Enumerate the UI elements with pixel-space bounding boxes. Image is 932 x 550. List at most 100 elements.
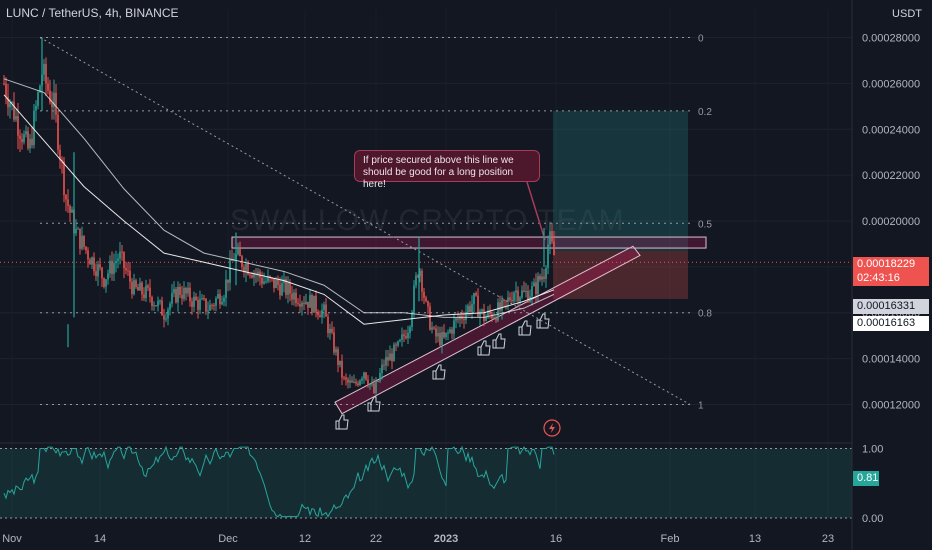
candle-body (105, 279, 107, 287)
candle-body (239, 249, 241, 257)
candle-body (303, 302, 305, 304)
candle-body (347, 379, 349, 383)
candle-body (453, 320, 455, 334)
loss-zone (553, 250, 688, 299)
thumbs-up-icon (432, 364, 446, 380)
candle-body (175, 288, 177, 303)
candle-body (181, 294, 183, 299)
x-tick-label: Nov (2, 533, 22, 545)
y-tick-label: 0.00020000 (862, 216, 920, 228)
last-price-label: 0.00018229 (853, 257, 929, 272)
profit-zone (553, 110, 688, 251)
candle-body (277, 279, 279, 285)
thumbs-up-icon (367, 396, 381, 412)
fib-label: 0.2 (698, 107, 712, 118)
thumbs-up-icon (536, 313, 550, 329)
candle-body (447, 332, 449, 334)
candle-body (297, 303, 299, 305)
candle-body (377, 381, 379, 383)
candle-body (221, 301, 223, 305)
time-axis[interactable]: Nov 14 Dec 12 22 2023 16 Feb 13 23 (2, 533, 834, 545)
candle-body (201, 298, 203, 300)
candle-body (333, 332, 335, 353)
candle-body (321, 310, 323, 318)
candle-body (83, 235, 85, 247)
candle-body (257, 271, 259, 275)
candle-body (387, 357, 389, 361)
candle-body (173, 288, 175, 294)
candle-body (371, 383, 373, 385)
candle-body (429, 306, 431, 330)
candle-body (273, 277, 275, 288)
candle-body (427, 301, 429, 307)
candle-body (399, 339, 401, 342)
y-tick-label: 0.00028000 (862, 33, 920, 45)
candle-body (325, 304, 327, 317)
annotation-callout[interactable]: If price secured above this line we shou… (354, 150, 540, 190)
candle-body (153, 305, 155, 307)
candle-body (109, 260, 111, 274)
candle-body (113, 263, 115, 274)
candle-body (129, 270, 131, 282)
candle-body (229, 259, 231, 283)
candle-body (487, 310, 489, 317)
candle-body (247, 263, 249, 275)
candle-body (211, 304, 213, 306)
candle-body (79, 228, 81, 249)
candle-body (521, 290, 523, 298)
candle-body (17, 116, 19, 136)
candle-body (439, 333, 441, 346)
level-a-label: 0.00016331 (853, 299, 929, 314)
candle-body (547, 244, 549, 268)
osc-tick-label: 1.00 (862, 443, 883, 455)
candle-body (415, 275, 417, 286)
candle-body (319, 315, 321, 318)
candle-body (393, 344, 395, 362)
candle-body (465, 312, 467, 321)
candle-body (7, 96, 9, 108)
candle-body (361, 378, 363, 381)
candle-body (335, 349, 337, 353)
candle-body (177, 286, 179, 303)
candle-body (499, 302, 501, 311)
candle-body (301, 302, 303, 307)
y-tick-label: 0.00022000 (862, 170, 920, 182)
candle-body (497, 302, 499, 321)
candle-body (67, 199, 69, 206)
candle-body (523, 290, 525, 292)
candle-body (37, 92, 39, 107)
callout-pointer (526, 181, 546, 241)
candle-body (101, 267, 103, 279)
candle-body (307, 301, 309, 308)
chart-title: LUNC / TetherUS, 4h, BINANCE (6, 6, 179, 20)
candle-body (123, 252, 125, 269)
candle-body (475, 293, 477, 296)
candle-body (541, 276, 543, 280)
x-tick-label: Dec (218, 533, 238, 545)
candle-body (299, 304, 301, 307)
resistance-box (231, 236, 707, 249)
candle-body (533, 282, 535, 287)
candle-body (49, 90, 51, 103)
osc-tick-label: 0.00 (862, 513, 883, 525)
candle-body (63, 161, 65, 196)
moving-average-line (3, 94, 555, 325)
candle-body (305, 301, 307, 304)
thumbs-up-icon (477, 340, 491, 356)
candle-body (265, 281, 267, 283)
candle-body (45, 63, 47, 84)
candle-body (243, 266, 245, 273)
candle-body (71, 209, 73, 213)
candle-body (491, 313, 493, 319)
candle-body (61, 159, 63, 162)
candle-body (389, 353, 391, 361)
candle-body (267, 276, 269, 282)
countdown-label: 02:43:16 (853, 271, 929, 286)
candle-body (77, 228, 79, 230)
candle-body (349, 380, 351, 383)
candle-body (165, 318, 167, 320)
candle-body (5, 83, 7, 97)
candle-body (289, 282, 291, 294)
candle-body (59, 149, 61, 160)
